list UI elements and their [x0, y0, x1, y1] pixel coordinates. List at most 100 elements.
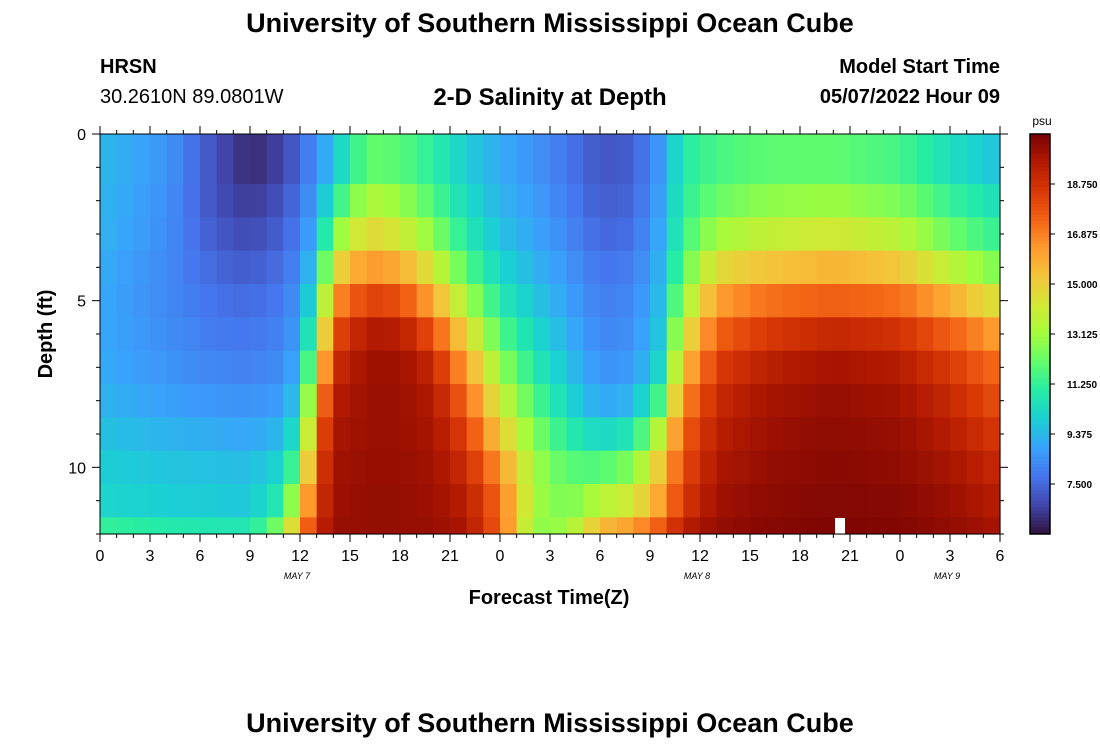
heat-cell	[183, 250, 201, 285]
colorbar: 7.500 9.375 11.250 13.125 15.000 16.875 18.750	[1029, 133, 1098, 535]
colorbar-segment	[1030, 267, 1050, 272]
heat-cell	[966, 134, 984, 185]
heat-cell	[650, 450, 668, 485]
heat-cell	[250, 484, 268, 518]
heat-cell	[283, 384, 301, 418]
heat-cell	[133, 284, 151, 318]
heat-cell	[966, 217, 984, 252]
heat-cell	[433, 517, 451, 535]
heat-cell	[933, 350, 951, 385]
heat-cell	[550, 250, 568, 285]
heat-cell	[133, 450, 151, 485]
heat-cell	[700, 250, 718, 285]
heat-cell	[183, 317, 201, 352]
heat-cell	[566, 250, 584, 285]
heat-cell	[416, 134, 434, 185]
heat-cell	[533, 350, 551, 385]
colorbar-segment	[1030, 324, 1050, 328]
heat-cell	[800, 517, 818, 535]
heat-cell	[283, 317, 301, 352]
heat-cell	[883, 417, 901, 452]
colorbar-segment	[1030, 237, 1050, 242]
heat-cell	[616, 284, 634, 318]
heat-cell	[733, 450, 751, 485]
heat-cell	[933, 384, 951, 418]
heat-cell	[216, 350, 234, 385]
colorbar-segment	[1030, 247, 1050, 252]
heat-cell	[333, 484, 351, 518]
colorbar-segment	[1030, 317, 1050, 322]
x-tick-label: 15	[741, 548, 759, 565]
heat-cell	[483, 250, 501, 285]
heat-cell	[183, 217, 201, 252]
heat-cell	[300, 417, 318, 452]
heat-cell	[966, 184, 984, 218]
heat-cell	[566, 134, 584, 185]
heat-cell	[400, 350, 418, 385]
heat-cell	[983, 417, 1001, 452]
heat-cell	[850, 284, 868, 318]
heat-cell	[883, 284, 901, 318]
heat-cell	[916, 250, 934, 285]
colorbar-segment	[1030, 310, 1050, 315]
heat-cell	[450, 250, 468, 285]
heat-cell	[333, 134, 351, 185]
heat-cell	[616, 184, 634, 218]
heat-cell	[800, 284, 818, 318]
heat-cell	[400, 184, 418, 218]
heat-cell	[800, 384, 818, 418]
heat-cell	[266, 317, 284, 352]
heat-cell	[950, 417, 968, 452]
heat-cell	[350, 250, 368, 285]
heat-cell	[283, 284, 301, 318]
heat-cell	[616, 134, 634, 185]
colorbar-segment	[1030, 510, 1050, 515]
heat-cell	[750, 184, 768, 218]
heat-cell	[966, 250, 984, 285]
heat-cell	[466, 134, 484, 185]
heat-cell	[483, 184, 501, 218]
heat-cell	[800, 134, 818, 185]
heat-cell	[683, 284, 701, 318]
y-axis-ticks: 0 5 10	[68, 127, 1008, 535]
heat-cell	[233, 484, 251, 518]
heat-cell	[500, 350, 518, 385]
heat-cell	[950, 284, 968, 318]
heat-cell	[766, 417, 784, 452]
heat-cell	[700, 350, 718, 385]
heat-cell	[633, 184, 651, 218]
heat-cell	[916, 417, 934, 452]
heat-cell	[816, 350, 834, 385]
heat-cell	[516, 317, 534, 352]
heat-cell	[966, 350, 984, 385]
heat-cell	[316, 284, 334, 318]
heat-cell	[483, 134, 501, 185]
heat-cell	[700, 417, 718, 452]
heat-cell	[116, 450, 134, 485]
heat-cell	[516, 284, 534, 318]
heat-cell	[950, 217, 968, 252]
x-tick-label: 21	[841, 548, 859, 565]
heat-cell	[550, 450, 568, 485]
heat-cell	[416, 384, 434, 418]
heat-cell	[283, 134, 301, 185]
heat-cell	[166, 217, 184, 252]
heat-cell	[783, 184, 801, 218]
heat-cell	[700, 184, 718, 218]
heat-cell	[533, 417, 551, 452]
heat-cell	[800, 450, 818, 485]
heat-cell	[733, 384, 751, 418]
heat-cell	[216, 517, 234, 535]
heat-cell	[400, 134, 418, 185]
heat-cell	[533, 450, 551, 485]
heat-cell	[500, 317, 518, 352]
heat-cell	[616, 417, 634, 452]
colorbar-segment	[1030, 404, 1050, 408]
heat-cell	[950, 484, 968, 518]
x-tick-label: 3	[146, 548, 155, 565]
heat-cell	[233, 417, 251, 452]
heat-cell	[966, 384, 984, 418]
heat-cell	[433, 217, 451, 252]
heat-cell	[550, 317, 568, 352]
